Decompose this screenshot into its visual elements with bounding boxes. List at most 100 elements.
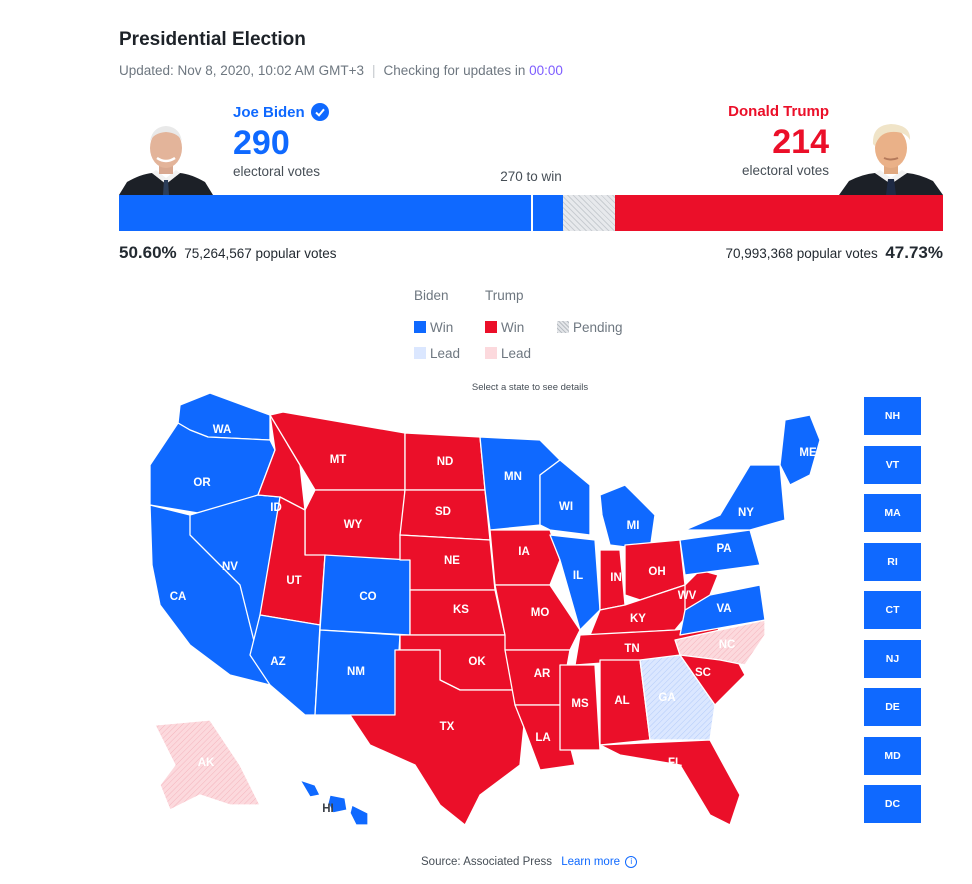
legend-biden-win: Win bbox=[414, 314, 460, 340]
biden-portrait bbox=[119, 126, 213, 195]
state-label-az: AZ bbox=[270, 656, 285, 668]
state-label-ak: AK bbox=[198, 757, 215, 769]
legend-biden-header: Biden bbox=[414, 288, 449, 303]
biden-name: Joe Biden bbox=[233, 103, 305, 121]
separator: | bbox=[372, 63, 376, 78]
state-label-ut: UT bbox=[286, 575, 301, 587]
state-wi[interactable] bbox=[539, 459, 591, 536]
trump-portrait bbox=[839, 124, 943, 195]
check-circle-icon bbox=[310, 103, 329, 121]
legend-label: Win bbox=[501, 319, 525, 335]
map-hint: Select a state to see details bbox=[471, 382, 589, 393]
state-label-nd: ND bbox=[437, 456, 454, 468]
biden-lead-swatch bbox=[414, 347, 426, 359]
source-line: Source: Associated Press Learn more i bbox=[421, 856, 638, 869]
state-fl[interactable] bbox=[599, 739, 741, 826]
trump-electoral-votes: 214 bbox=[772, 123, 829, 161]
state-pa[interactable] bbox=[679, 529, 761, 576]
learn-more-link[interactable]: Learn more bbox=[561, 856, 621, 869]
state-label-ar: AR bbox=[534, 668, 551, 680]
state-label-id: ID bbox=[270, 502, 282, 514]
state-ny[interactable] bbox=[684, 464, 786, 531]
state-button-de[interactable]: DE bbox=[864, 688, 921, 726]
state-label-sc: SC bbox=[695, 667, 711, 679]
biden-electoral-votes: 290 bbox=[233, 124, 290, 162]
state-me[interactable] bbox=[779, 414, 820, 486]
state-label-va: VA bbox=[716, 603, 731, 615]
state-label-nm: NM bbox=[347, 666, 365, 678]
state-ia[interactable] bbox=[489, 529, 561, 586]
state-label-al: AL bbox=[614, 695, 629, 707]
state-label-la: LA bbox=[535, 732, 550, 744]
state-label-oh: OH bbox=[648, 566, 665, 578]
state-label-wv: WV bbox=[678, 590, 697, 602]
state-button-nh[interactable]: NH bbox=[864, 397, 921, 435]
state-label-ky: KY bbox=[630, 613, 646, 625]
legend-pending: Pending bbox=[557, 314, 623, 340]
state-label-mi: MI bbox=[627, 520, 640, 532]
state-tx[interactable] bbox=[349, 649, 526, 826]
trump-popular: 70,993,368 popular votes 47.73% bbox=[725, 243, 943, 263]
state-button-ma[interactable]: MA bbox=[864, 494, 921, 532]
state-label-ny: NY bbox=[738, 507, 754, 519]
legend-label: Lead bbox=[430, 345, 461, 361]
state-mi[interactable] bbox=[599, 484, 656, 551]
state-label-wy: WY bbox=[344, 519, 363, 531]
state-button-vt[interactable]: VT bbox=[864, 445, 921, 484]
state-label-in: IN bbox=[610, 572, 622, 584]
state-label-nv: NV bbox=[222, 561, 238, 573]
update-status: Updated: Nov 8, 2020, 10:02 AM GMT+3 | Che… bbox=[119, 63, 563, 78]
state-label-ok: OK bbox=[468, 656, 486, 668]
state-hi[interactable] bbox=[299, 779, 369, 826]
state-label-ga: GA bbox=[658, 692, 675, 704]
biden-percent: 50.60% bbox=[119, 243, 177, 262]
state-ak[interactable] bbox=[154, 719, 261, 811]
legend-biden-lead: Lead bbox=[414, 340, 460, 366]
checking-label: Checking for updates in bbox=[383, 63, 526, 78]
state-button-dc[interactable]: DC bbox=[864, 785, 921, 823]
trump-ev-label: electoral votes bbox=[741, 163, 829, 178]
state-button-ri[interactable]: RI bbox=[864, 542, 921, 581]
legend-pending-column: Pending bbox=[557, 314, 623, 340]
state-button-ct[interactable]: CT bbox=[864, 591, 921, 629]
state-label-pa: PA bbox=[716, 543, 731, 555]
biden-ev-label: electoral votes bbox=[233, 164, 321, 179]
biden-name-row: Joe Biden bbox=[233, 103, 329, 121]
state-ga[interactable] bbox=[639, 654, 716, 741]
state-label-mo: MO bbox=[531, 607, 550, 619]
update-timer: 00:00 bbox=[529, 63, 563, 78]
biden-ev-segment bbox=[119, 195, 564, 231]
source-text: Source: Associated Press bbox=[421, 856, 553, 869]
state-label-sd: SD bbox=[435, 506, 451, 518]
state-ms[interactable] bbox=[559, 664, 601, 751]
trump-lead-swatch bbox=[485, 347, 497, 359]
biden-popular: 50.60% 75,264,567 popular votes bbox=[119, 243, 337, 263]
info-icon[interactable]: i bbox=[625, 856, 638, 868]
trump-ev-segment bbox=[615, 195, 943, 231]
updated-time: Updated: Nov 8, 2020, 10:02 AM GMT+3 bbox=[119, 63, 365, 78]
state-label-mn: MN bbox=[504, 471, 522, 483]
state-label-fl: FL bbox=[668, 757, 682, 769]
state-label-ia: IA bbox=[518, 546, 530, 558]
state-label-me: ME bbox=[799, 447, 817, 459]
state-label-hi: HI bbox=[322, 803, 334, 815]
state-label-tn: TN bbox=[624, 643, 639, 655]
biden-win-swatch bbox=[414, 321, 426, 333]
state-button-md[interactable]: MD bbox=[864, 736, 921, 775]
state-il[interactable] bbox=[549, 534, 601, 631]
to-win-label: 270 to win bbox=[500, 169, 562, 184]
state-label-nc: NC bbox=[719, 639, 736, 651]
trump-win-swatch bbox=[485, 321, 497, 333]
pending-ev-segment bbox=[563, 195, 616, 231]
page-title: Presidential Election bbox=[119, 29, 306, 50]
state-label-ne: NE bbox=[444, 555, 460, 567]
state-label-tx: TX bbox=[440, 721, 455, 733]
state-label-co: CO bbox=[359, 591, 376, 603]
state-or[interactable] bbox=[149, 422, 276, 521]
state-label-mt: MT bbox=[330, 454, 347, 466]
legend-biden-column: Biden Win Lead bbox=[414, 288, 460, 366]
state-label-ms: MS bbox=[571, 698, 589, 710]
pending-swatch bbox=[557, 321, 569, 333]
state-button-nj[interactable]: NJ bbox=[864, 639, 921, 678]
majority-marker bbox=[531, 195, 533, 231]
